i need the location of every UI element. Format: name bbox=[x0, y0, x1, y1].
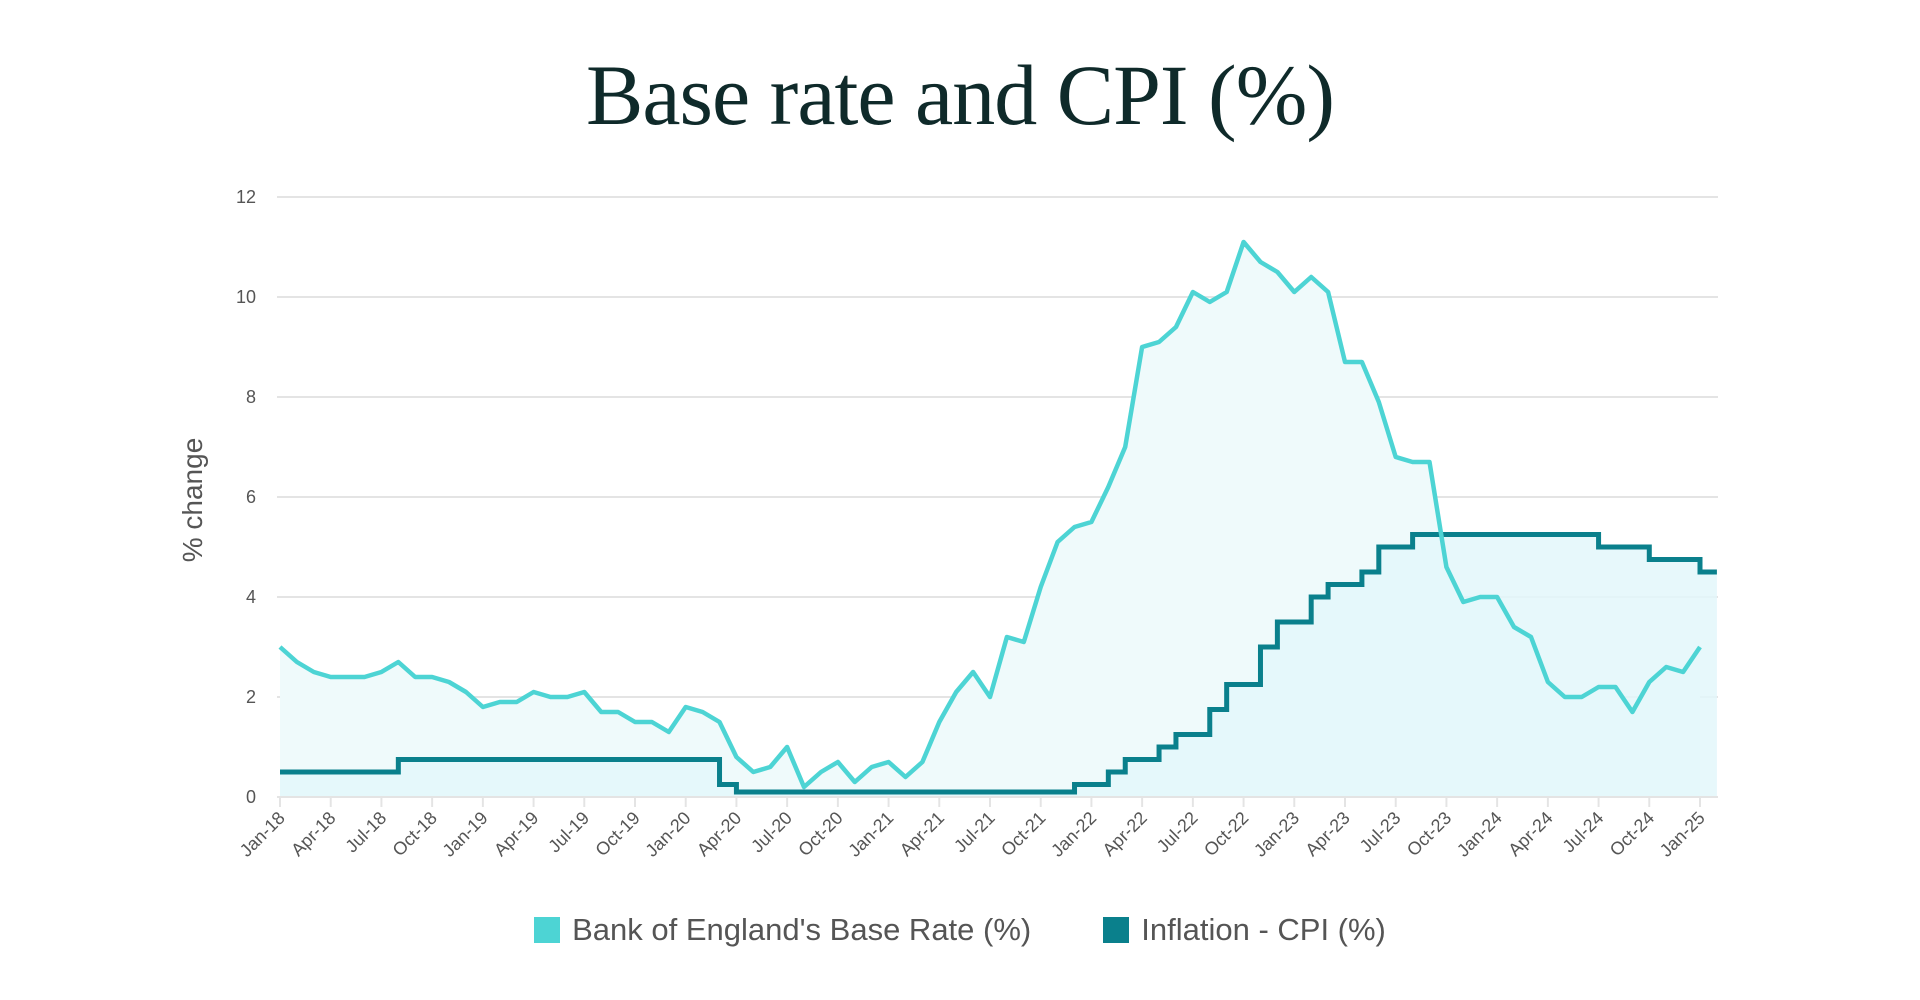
x-tick-label: Oct-22 bbox=[1200, 808, 1252, 860]
x-tick-label: Jan-18 bbox=[236, 808, 289, 861]
legend-swatch-dark bbox=[1103, 917, 1130, 943]
x-tick-label: Jul-24 bbox=[1559, 808, 1608, 857]
x-tick-label: Jul-23 bbox=[1356, 808, 1405, 857]
line-cpi bbox=[280, 532, 1717, 795]
x-tick-label: Oct-18 bbox=[389, 808, 441, 860]
series-areas bbox=[280, 242, 1717, 797]
y-tick-label: 12 bbox=[236, 187, 256, 207]
legend-label: Inflation - CPI (%) bbox=[1141, 912, 1386, 947]
area-cpi bbox=[280, 534, 1717, 797]
legend-label: Bank of England's Base Rate (%) bbox=[572, 912, 1032, 947]
x-tick-label: Jan-25 bbox=[1656, 808, 1709, 861]
y-tick-label: 0 bbox=[246, 787, 256, 807]
y-axis-title: % change bbox=[177, 438, 208, 563]
x-tick-label: Apr-20 bbox=[693, 808, 745, 860]
x-tick-label: Jan-24 bbox=[1453, 808, 1506, 861]
x-tick-label: Oct-19 bbox=[591, 808, 643, 860]
x-tick-label: Jan-20 bbox=[641, 808, 694, 861]
y-tick-label: 4 bbox=[246, 587, 256, 607]
chart-title: Base rate and CPI (%) bbox=[586, 47, 1335, 143]
x-tick-label: Apr-24 bbox=[1504, 808, 1556, 860]
x-tick-label: Oct-24 bbox=[1606, 808, 1658, 860]
x-tick-label: Apr-18 bbox=[287, 808, 339, 860]
legend-swatch-light bbox=[534, 917, 561, 943]
x-tick-label: Jan-19 bbox=[439, 808, 492, 861]
x-tick-label: Jul-21 bbox=[950, 808, 999, 857]
x-tick-label: Oct-21 bbox=[997, 808, 1049, 860]
legend-item-base-rate[interactable]: Bank of England's Base Rate (%) bbox=[534, 912, 1031, 948]
y-tick-label: 8 bbox=[246, 387, 256, 407]
x-tick-label: Jan-21 bbox=[844, 808, 897, 861]
x-tick-label: Oct-23 bbox=[1403, 808, 1455, 860]
x-tick-label: Jul-18 bbox=[341, 808, 390, 857]
x-tick-label: Jan-22 bbox=[1047, 808, 1100, 861]
legend-item-cpi[interactable]: Inflation - CPI (%) bbox=[1103, 912, 1386, 948]
series-lines bbox=[278, 239, 1717, 795]
x-tick-label: Jan-23 bbox=[1250, 808, 1303, 861]
y-axis-ticks: 0 2 4 6 8 10 12 bbox=[236, 187, 256, 807]
x-tick-label: Oct-20 bbox=[794, 808, 846, 860]
x-tick-label: Apr-22 bbox=[1099, 808, 1151, 860]
y-tick-label: 6 bbox=[246, 487, 256, 507]
x-tick-label: Apr-19 bbox=[490, 808, 542, 860]
legend: Bank of England's Base Rate (%) Inflatio… bbox=[0, 912, 1920, 948]
line-base-rate bbox=[278, 239, 1702, 790]
x-tick-label: Apr-21 bbox=[896, 808, 948, 860]
x-tick-label: Jul-20 bbox=[747, 808, 796, 857]
y-tick-label: 2 bbox=[246, 687, 256, 707]
y-tick-label: 10 bbox=[236, 287, 256, 307]
x-tick-label: Jul-19 bbox=[544, 808, 593, 857]
x-tick-label: Apr-23 bbox=[1301, 808, 1353, 860]
x-tick-label: Jul-22 bbox=[1153, 808, 1202, 857]
